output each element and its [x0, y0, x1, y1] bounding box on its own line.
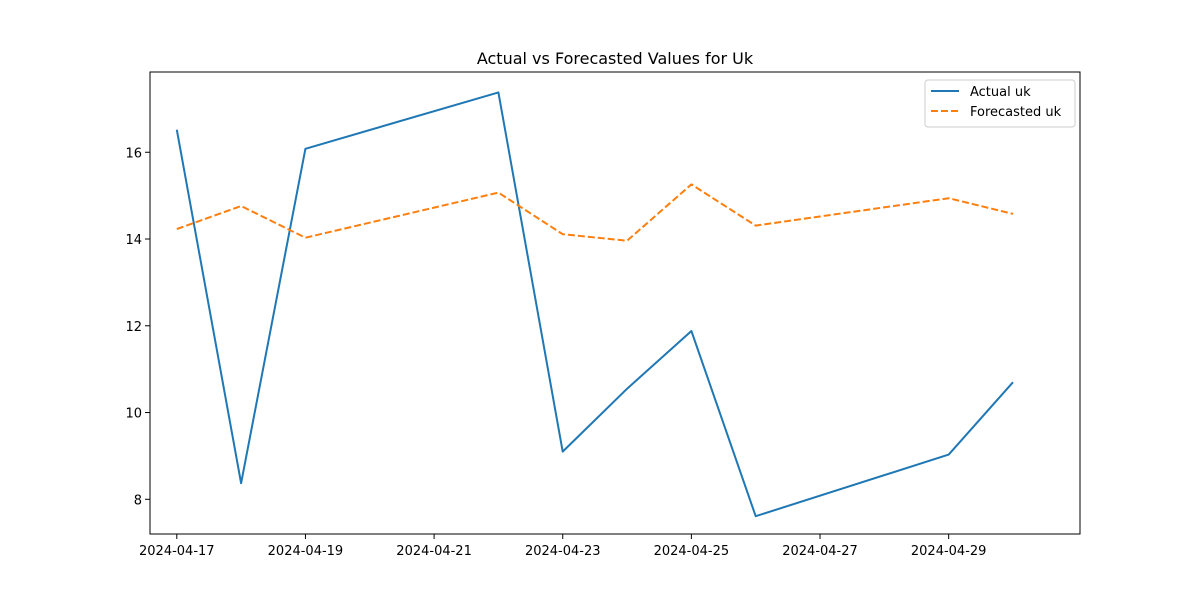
legend-label-forecasted: Forecasted uk	[970, 105, 1062, 120]
series-layer	[175, 91, 1014, 518]
y-tick-label: 14	[125, 233, 142, 248]
plot-frame	[149, 71, 1081, 535]
x-tick-label: 2024-04-25	[654, 544, 730, 559]
legend: Actual uk Forecasted uk	[924, 79, 1076, 128]
legend-label-actual: Actual uk	[970, 85, 1031, 100]
legend-box	[924, 79, 1076, 128]
y-tick-label: 12	[125, 320, 142, 335]
x-tick-label: 2024-04-29	[911, 544, 987, 559]
x-tick-label: 2024-04-27	[782, 544, 858, 559]
axes: 2024-04-17 2024-04-19 2024-04-21 2024-04-23…	[125, 146, 986, 559]
y-tick-label: 8	[134, 493, 142, 508]
y-tick-label: 10	[125, 407, 142, 422]
x-tick-label: 2024-04-23	[525, 544, 601, 559]
y-tick-label: 16	[125, 146, 142, 161]
series-line-forecasted	[176, 183, 1014, 242]
x-tick-label: 2024-04-17	[139, 544, 215, 559]
x-tick-label: 2024-04-21	[396, 544, 472, 559]
chart-title: Actual vs Forecasted Values for Uk	[477, 49, 754, 68]
series-line-actual	[175, 91, 1014, 518]
x-tick-label: 2024-04-19	[268, 544, 344, 559]
